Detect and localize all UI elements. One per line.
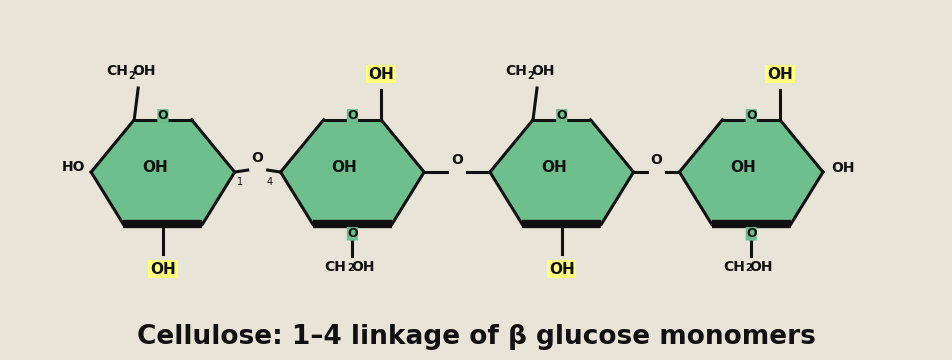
Text: OH: OH [150,261,176,276]
Text: 2: 2 [347,263,353,273]
Text: OH: OH [831,161,855,175]
Text: OH: OH [541,159,566,175]
Text: OH: OH [531,64,555,78]
Text: O: O [158,109,169,122]
Text: Cellulose: 1–4 linkage of β glucose monomers: Cellulose: 1–4 linkage of β glucose mono… [136,324,816,350]
Text: CH: CH [724,260,745,274]
Text: O: O [451,153,463,167]
Text: O: O [347,227,358,240]
Text: 2: 2 [745,263,752,273]
Text: O: O [650,153,663,167]
Text: CH: CH [506,64,527,78]
Text: CH: CH [107,64,129,78]
Text: OH: OH [331,159,357,175]
Polygon shape [680,120,823,224]
Text: 1: 1 [237,177,243,187]
Text: OH: OH [730,159,756,175]
Polygon shape [281,120,425,224]
Polygon shape [490,120,633,224]
Text: OH: OH [368,67,394,82]
Text: OH: OH [767,67,793,82]
Text: O: O [347,109,358,122]
Text: 4: 4 [267,177,272,187]
Text: OH: OH [132,64,156,78]
Text: O: O [556,109,567,122]
Polygon shape [91,120,235,224]
Text: OH: OH [142,159,168,175]
Text: OH: OH [549,261,575,276]
Text: 2: 2 [129,71,135,81]
Text: O: O [251,151,264,165]
Text: CH: CH [325,260,347,274]
Text: OH: OH [351,260,374,274]
Text: OH: OH [749,260,773,274]
Text: O: O [745,227,757,240]
Text: HO: HO [62,160,85,174]
Text: 2: 2 [527,71,534,81]
Text: O: O [745,109,757,122]
